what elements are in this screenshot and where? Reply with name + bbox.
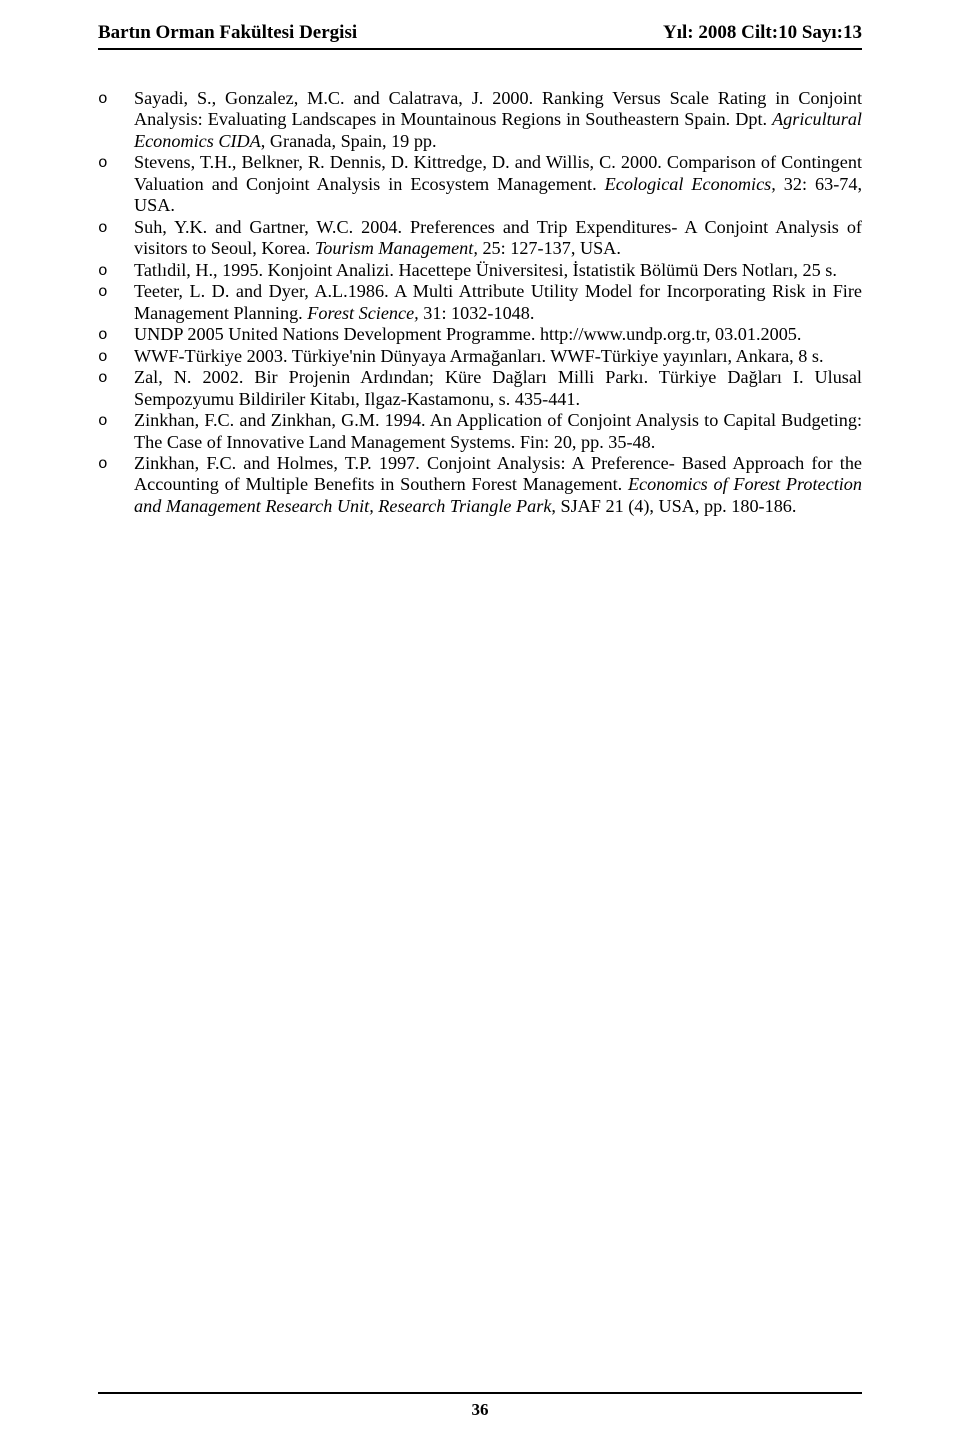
bullet-icon: o xyxy=(98,88,134,152)
reference-item: oZinkhan, F.C. and Zinkhan, G.M. 1994. A… xyxy=(98,410,862,453)
reference-item: oWWF-Türkiye 2003. Türkiye'nin Dünyaya A… xyxy=(98,346,862,367)
reference-text: Teeter, L. D. and Dyer, A.L.1986. A Mult… xyxy=(134,281,862,324)
reference-item: oStevens, T.H., Belkner, R. Dennis, D. K… xyxy=(98,152,862,216)
bullet-icon: o xyxy=(98,324,134,345)
reference-text: Zinkhan, F.C. and Zinkhan, G.M. 1994. An… xyxy=(134,410,862,453)
bullet-icon: o xyxy=(98,217,134,260)
bullet-icon: o xyxy=(98,260,134,281)
reference-text: Zinkhan, F.C. and Holmes, T.P. 1997. Con… xyxy=(134,453,862,517)
bullet-icon: o xyxy=(98,410,134,453)
reference-text: UNDP 2005 United Nations Development Pro… xyxy=(134,324,862,345)
page-footer: 36 xyxy=(0,1392,960,1420)
reference-item: oTeeter, L. D. and Dyer, A.L.1986. A Mul… xyxy=(98,281,862,324)
document-page: Bartın Orman Fakültesi Dergisi Yıl: 2008… xyxy=(0,0,960,1452)
bullet-icon: o xyxy=(98,367,134,410)
bullet-icon: o xyxy=(98,346,134,367)
bullet-icon: o xyxy=(98,152,134,216)
reference-text: Zal, N. 2002. Bir Projenin Ardından; Kür… xyxy=(134,367,862,410)
reference-text: Tatlıdil, H., 1995. Konjoint Analizi. Ha… xyxy=(134,260,862,281)
journal-title: Bartın Orman Fakültesi Dergisi xyxy=(98,22,357,44)
reference-text: WWF-Türkiye 2003. Türkiye'nin Dünyaya Ar… xyxy=(134,346,862,367)
bullet-icon: o xyxy=(98,453,134,517)
bullet-icon: o xyxy=(98,281,134,324)
reference-item: oSayadi, S., Gonzalez, M.C. and Calatrav… xyxy=(98,88,862,152)
page-number: 36 xyxy=(0,1400,960,1420)
reference-text: Stevens, T.H., Belkner, R. Dennis, D. Ki… xyxy=(134,152,862,216)
reference-item: oTatlıdil, H., 1995. Konjoint Analizi. H… xyxy=(98,260,862,281)
issue-info: Yıl: 2008 Cilt:10 Sayı:13 xyxy=(663,22,862,44)
reference-item: oUNDP 2005 United Nations Development Pr… xyxy=(98,324,862,345)
reference-list: oSayadi, S., Gonzalez, M.C. and Calatrav… xyxy=(98,88,862,517)
reference-text: Sayadi, S., Gonzalez, M.C. and Calatrava… xyxy=(134,88,862,152)
reference-item: oZinkhan, F.C. and Holmes, T.P. 1997. Co… xyxy=(98,453,862,517)
header-rule xyxy=(98,48,862,50)
footer-rule xyxy=(98,1392,862,1394)
page-header: Bartın Orman Fakültesi Dergisi Yıl: 2008… xyxy=(98,22,862,44)
reference-item: oZal, N. 2002. Bir Projenin Ardından; Kü… xyxy=(98,367,862,410)
reference-item: oSuh, Y.K. and Gartner, W.C. 2004. Prefe… xyxy=(98,217,862,260)
reference-text: Suh, Y.K. and Gartner, W.C. 2004. Prefer… xyxy=(134,217,862,260)
